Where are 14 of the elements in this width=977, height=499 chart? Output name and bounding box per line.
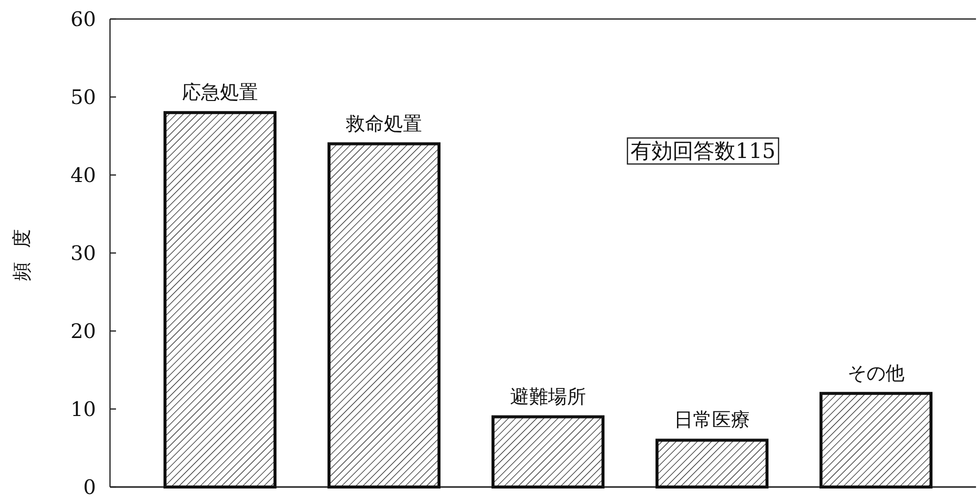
y-tick-label: 0: [83, 475, 96, 499]
x-tick-label: その他: [848, 362, 904, 384]
x-tick-label: 救命処置: [345, 112, 422, 135]
y-tick-label: 50: [70, 85, 96, 109]
y-tick-label: 10: [70, 397, 96, 421]
y-tick-label: 60: [70, 7, 96, 31]
x-tick-label: 避難場所: [510, 386, 586, 408]
annotation: 有効回答数115: [630, 139, 776, 163]
y-tick-label: 30: [70, 241, 96, 265]
x-tick-label: 応急処置: [182, 82, 258, 104]
y-tick-label: 20: [70, 319, 96, 343]
x-tick-label: 日常医療: [674, 409, 750, 432]
y-tick-label: 40: [70, 163, 96, 187]
y-axis-title: 頻 度: [11, 224, 33, 282]
